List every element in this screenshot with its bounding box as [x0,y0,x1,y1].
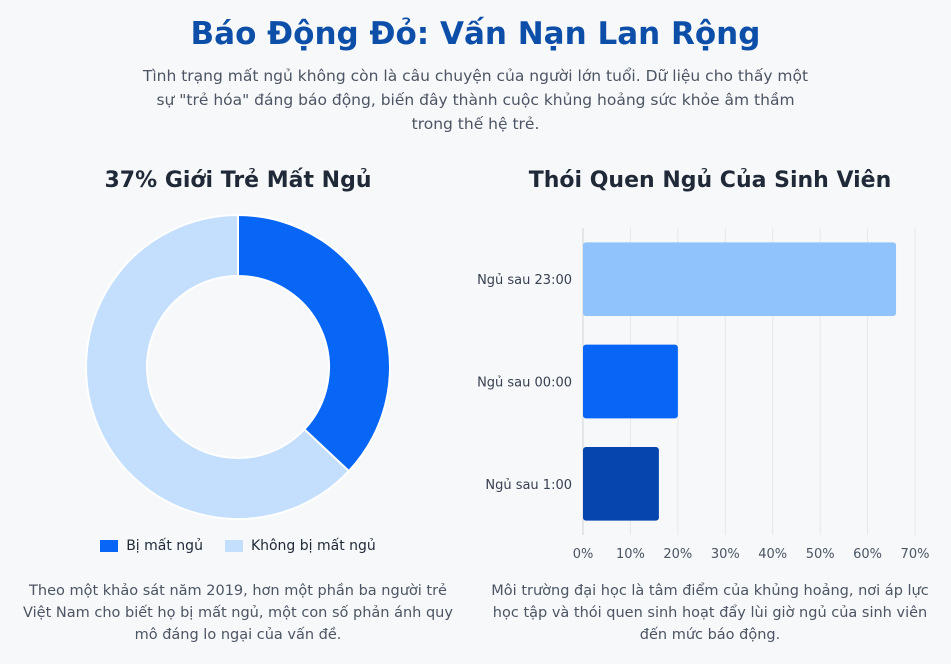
legend-swatch [100,540,119,552]
x-tick-label: 70% [901,547,930,562]
donut-slice-insomnia[interactable] [237,213,391,473]
donut-caption: Theo một khảo sát năm 2019, hơn một phần… [23,583,453,643]
legend-label: Bị mất ngủ [126,538,203,554]
legend-item-no-insomnia[interactable]: Không bị mất ngủ [224,538,376,554]
y-tick-label: Ngủ sau 00:00 [477,376,572,391]
bar-chart: 0% 10% 20% 30% 40% 50% 60% 70% Ngủ sau 23:00 Ngủ … [477,228,929,562]
x-tick-label: 40% [758,547,787,562]
x-tick-label: 50% [806,547,835,562]
x-tick-label: 60% [853,547,882,562]
bar[interactable] [583,344,678,419]
donut-slice-no-insomnia[interactable] [85,213,351,520]
legend-item-insomnia[interactable]: Bị mất ngủ [100,538,203,554]
legend-label: Không bị mất ngủ [250,538,376,554]
y-tick-label: Ngủ sau 1:00 [485,478,572,493]
x-tick-label: 0% [573,547,594,562]
donut-chart-title: 37% Giới Trẻ Mất Ngủ [104,168,372,193]
x-tick-label: 30% [711,547,740,562]
bar-chart-title: Thói Quen Ngủ Của Sinh Viên [528,168,892,193]
legend-swatch [224,540,243,552]
page-title: Báo Động Đỏ: Vấn Nạn Lan Rộng [190,16,761,52]
donut-chart [85,213,391,520]
bar[interactable] [583,446,659,521]
bar[interactable] [583,242,897,317]
x-tick-label: 10% [616,547,645,562]
bar-caption: Môi trường đại học là tâm điểm của khủng… [491,583,929,643]
page-subtitle: Tình trạng mất ngủ không còn là câu chuy… [142,67,809,133]
donut-legend: Bị mất ngủ Không bị mất ngủ [40,538,436,554]
x-tick-label: 20% [663,547,692,562]
y-tick-label: Ngủ sau 23:00 [477,273,572,288]
